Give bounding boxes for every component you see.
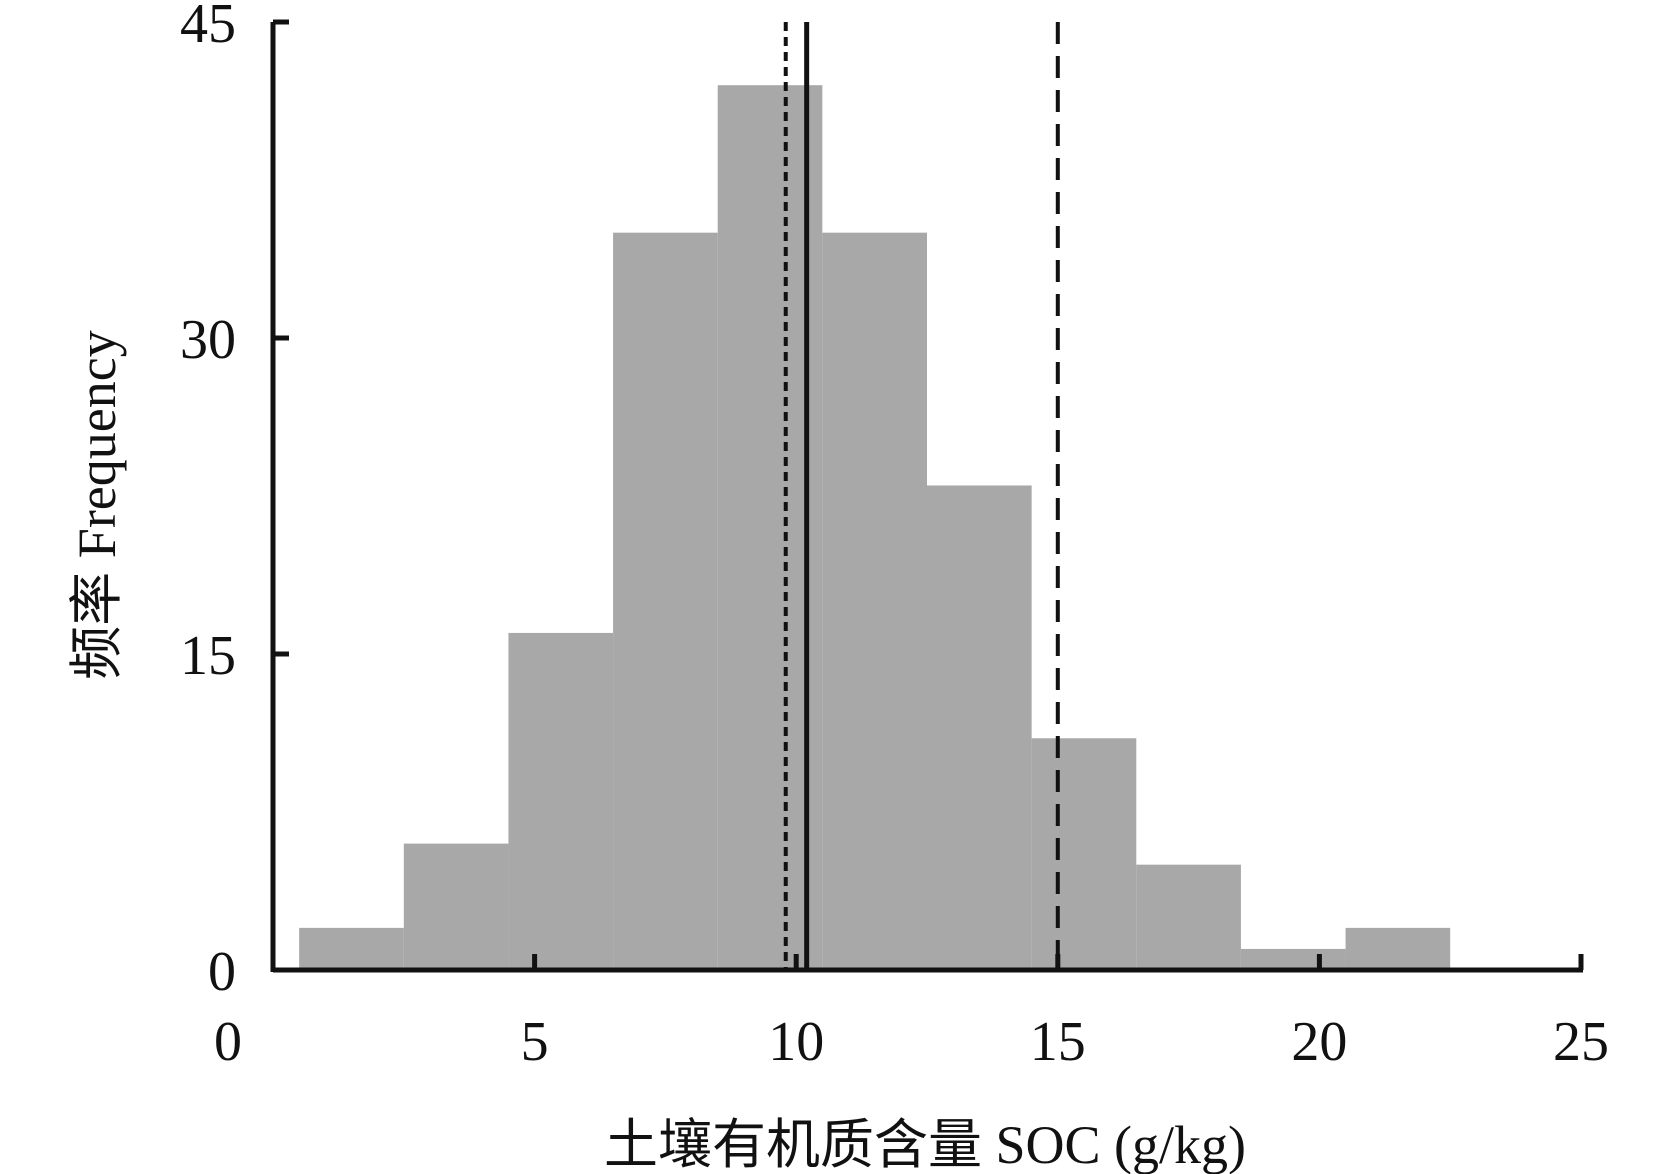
histogram-bar [403,843,509,970]
histogram-bar [299,927,404,970]
histogram-bar [613,232,718,970]
histogram-bars [299,85,1451,970]
y-tick-label: 30 [180,309,236,371]
histogram-bar [1240,948,1346,970]
x-tick-label: 15 [1030,1011,1086,1073]
x-tick-label: 25 [1553,1011,1609,1073]
y-axis-title: 频率 Frequency [67,330,127,679]
reference-lines [783,22,1060,970]
histogram-bar [927,485,1032,970]
y-ticks: 0 15 30 45 [180,0,289,1003]
x-ticks: 0 5 10 15 20 25 [214,954,1609,1073]
histogram-bar [508,632,614,970]
y-tick-label: 15 [180,625,236,687]
histogram-bar [1136,864,1241,970]
x-tick-label: 0 [214,1011,242,1073]
histogram-bar [1345,927,1451,970]
x-axis-title: 土壤有机质含量 SOC (g/kg) [604,1115,1246,1174]
histogram-bar [1031,738,1137,970]
y-tick-label: 45 [180,0,236,55]
axes [270,22,1583,973]
x-tick-label: 10 [768,1011,824,1073]
y-tick-label: 0 [208,941,236,1003]
x-tick-label: 20 [1291,1011,1347,1073]
x-tick-label: 5 [521,1011,549,1073]
histogram-bar [822,232,927,970]
